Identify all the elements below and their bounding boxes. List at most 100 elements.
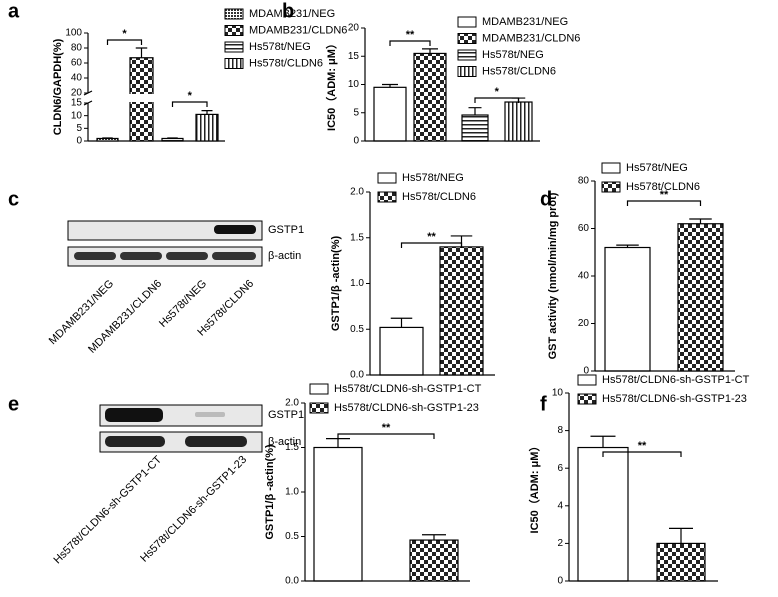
axis-break bbox=[90, 94, 227, 102]
bar bbox=[577, 446, 629, 582]
bar bbox=[439, 246, 484, 376]
significance-label: * bbox=[122, 28, 127, 40]
error-bar bbox=[669, 527, 693, 544]
legend-swatch bbox=[577, 393, 597, 405]
legend-label: Hs578t/CLDN6-sh-GSTP1-23 bbox=[334, 402, 479, 414]
y-tick-label: 40 bbox=[71, 73, 83, 84]
legend-label: Hs578t/CLDN6 bbox=[402, 191, 476, 203]
y-tick-label: 10 bbox=[71, 110, 83, 121]
significance-bracket bbox=[474, 97, 520, 103]
y-tick-label: 80 bbox=[71, 43, 83, 54]
y-tick-label: 60 bbox=[578, 223, 590, 234]
y-axis-title: CLDN6/GAPDH(%) bbox=[52, 38, 64, 135]
legend-swatch bbox=[601, 162, 621, 174]
legend-swatch bbox=[457, 66, 477, 77]
bar bbox=[413, 52, 447, 142]
legend-label: Hs578t/NEG bbox=[482, 49, 544, 61]
error-bar bbox=[689, 218, 712, 224]
error-bar bbox=[468, 107, 482, 116]
legend-label: Hs578t/CLDN6-sh-GSTP1-23 bbox=[602, 393, 747, 405]
legend-label: Hs578t/NEG bbox=[249, 41, 311, 53]
panel-label: b bbox=[282, 0, 294, 22]
bar bbox=[656, 542, 706, 582]
legend-swatch bbox=[224, 41, 244, 53]
significance-bracket bbox=[626, 200, 702, 206]
legend-swatch bbox=[224, 25, 244, 36]
panel-label: f bbox=[540, 393, 547, 415]
y-tick-label: 2.0 bbox=[350, 187, 364, 198]
y-tick-label: 40 bbox=[578, 271, 590, 282]
y-tick-label: 20 bbox=[71, 88, 83, 99]
bar bbox=[161, 137, 184, 142]
y-tick-label: 5 bbox=[353, 107, 359, 118]
legend-swatch bbox=[309, 383, 329, 395]
legend-swatch bbox=[224, 58, 244, 69]
bar bbox=[379, 326, 424, 376]
bar bbox=[677, 223, 724, 372]
legend-label: MDAMB231/NEG bbox=[249, 8, 335, 20]
y-tick-label: 15 bbox=[71, 98, 83, 109]
legend-label: MDAMB231/CLDN6 bbox=[482, 32, 580, 44]
legend-label: Hs578t/NEG bbox=[402, 172, 464, 184]
y-tick-label: 5 bbox=[76, 123, 82, 134]
break-mark bbox=[83, 100, 93, 106]
y-axis-title: IC50（ADM: μM） bbox=[325, 38, 338, 131]
y-tick-label: 0 bbox=[583, 366, 589, 377]
legend-swatch bbox=[377, 191, 397, 203]
y-tick-label: 6 bbox=[557, 463, 563, 474]
error-bar bbox=[167, 137, 178, 139]
western-blot bbox=[67, 220, 263, 453]
y-tick-label: 80 bbox=[578, 176, 590, 187]
lane-label: Hs578t/NEG bbox=[157, 278, 209, 330]
legend-swatch bbox=[224, 8, 244, 20]
bar bbox=[461, 114, 489, 142]
band-label: GSTP1 bbox=[268, 224, 304, 236]
panel-label: d bbox=[540, 188, 552, 210]
y-tick-label: 1.5 bbox=[350, 232, 364, 243]
panel-label: e bbox=[8, 393, 19, 415]
bar bbox=[195, 113, 219, 142]
y-axis-title: GSTP1/β -actin(%) bbox=[330, 235, 342, 331]
error-bar bbox=[422, 48, 438, 54]
legend-label: Hs578t/CLDN6-sh-GSTP1-CT bbox=[334, 383, 482, 395]
legend-swatch bbox=[457, 16, 477, 28]
legend-label: Hs578t/CLDN6 bbox=[249, 57, 323, 69]
legend-swatch bbox=[457, 33, 477, 44]
y-tick-label: 0 bbox=[557, 576, 563, 587]
significance-bracket bbox=[400, 242, 463, 248]
y-tick-label: 0.5 bbox=[285, 531, 299, 542]
legend-swatch bbox=[309, 402, 329, 414]
bar bbox=[373, 86, 407, 142]
y-tick-label: 0.0 bbox=[285, 576, 299, 587]
y-tick-label: 0.0 bbox=[350, 370, 364, 381]
y-tick-label: 1.0 bbox=[350, 278, 364, 289]
bar bbox=[409, 539, 459, 582]
y-axis-title: GSTP1/β -actin(%) bbox=[264, 444, 276, 540]
legend-swatch bbox=[577, 374, 597, 386]
y-tick-label: 20 bbox=[348, 23, 360, 34]
band-label: GSTP1 bbox=[268, 409, 304, 421]
significance-label: * bbox=[188, 90, 193, 102]
legend-label: Hs578t/CLDN6 bbox=[626, 181, 700, 193]
legend-swatch bbox=[377, 172, 397, 184]
panel-label: a bbox=[8, 0, 20, 22]
legend-swatch bbox=[457, 49, 477, 61]
legend-label: Hs578t/CLDN6-sh-GSTP1-CT bbox=[602, 374, 750, 386]
break-mark bbox=[83, 90, 93, 96]
significance-bracket bbox=[602, 451, 682, 457]
significance-label: * bbox=[495, 86, 500, 98]
y-tick-label: 20 bbox=[578, 318, 590, 329]
error-bar bbox=[326, 438, 350, 448]
significance-bracket bbox=[171, 101, 208, 107]
legend-label: Hs578t/NEG bbox=[626, 162, 688, 174]
significance-label: ** bbox=[660, 189, 669, 201]
bar bbox=[96, 137, 119, 142]
y-tick-label: 1.0 bbox=[285, 487, 299, 498]
error-bar bbox=[422, 534, 446, 541]
significance-label: ** bbox=[382, 422, 391, 434]
significance-bracket bbox=[106, 39, 143, 45]
y-tick-label: 1.5 bbox=[285, 442, 299, 453]
y-tick-label: 60 bbox=[71, 58, 83, 69]
significance-bracket bbox=[337, 433, 435, 439]
